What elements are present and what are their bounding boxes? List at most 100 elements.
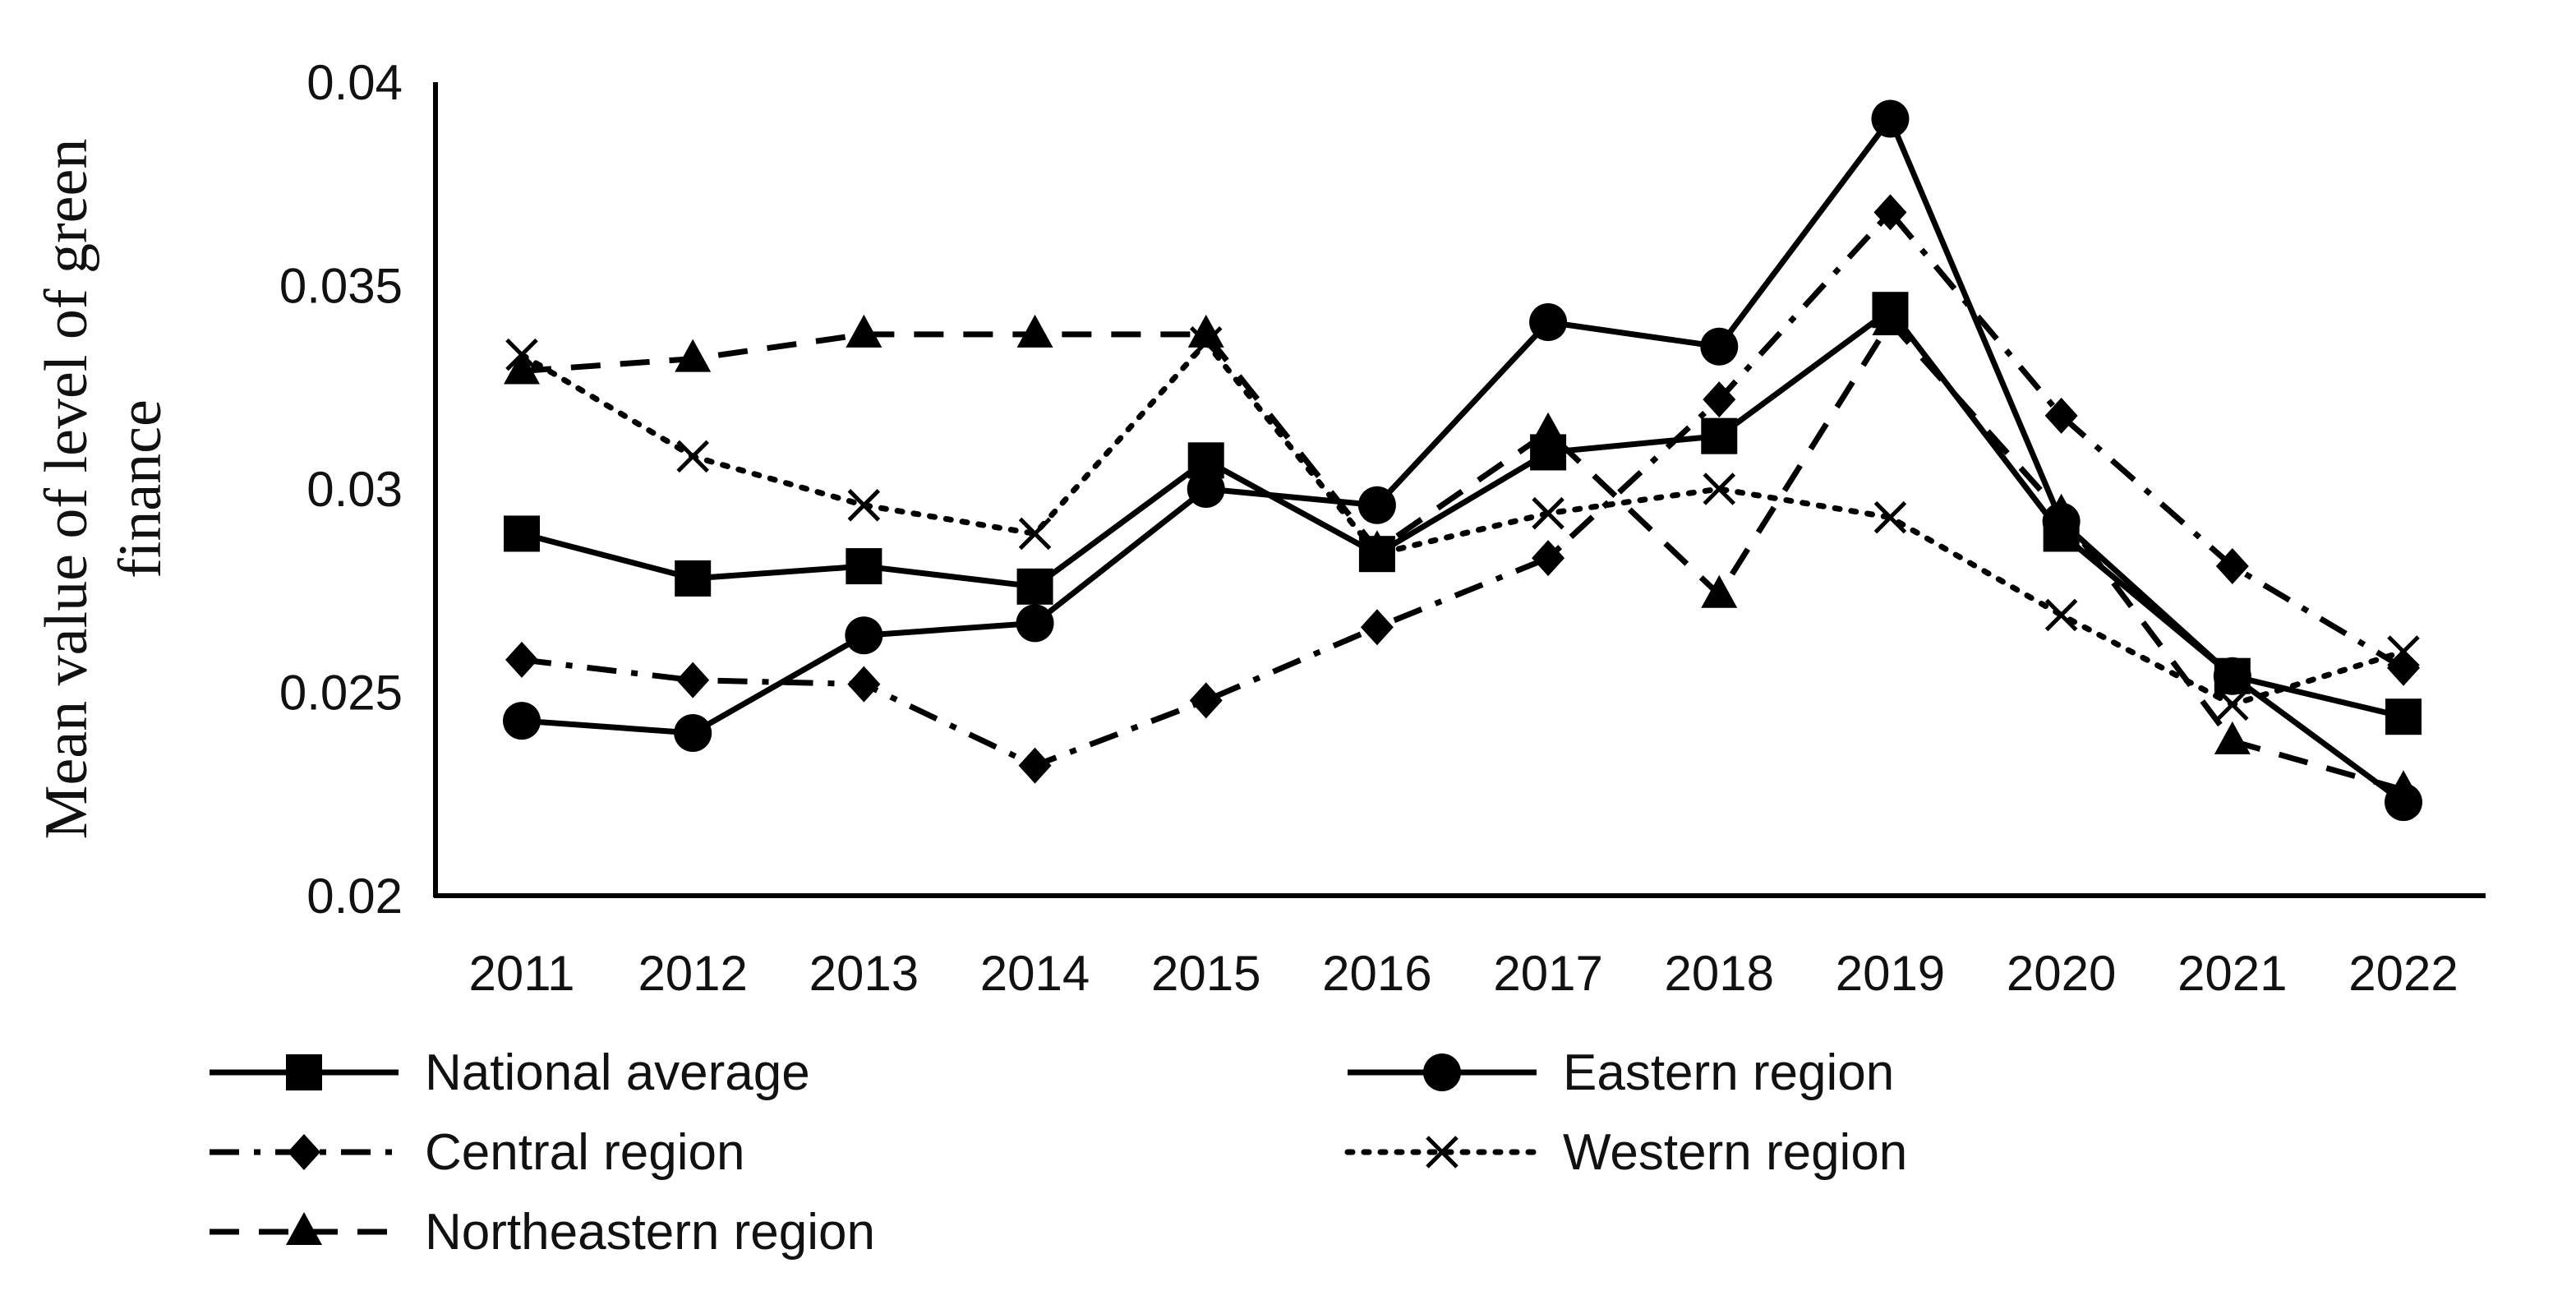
data-point — [2387, 635, 2420, 668]
data-point — [846, 548, 882, 585]
data-point — [503, 702, 541, 740]
data-point — [847, 666, 881, 703]
legend-label: Northeastern region — [425, 1204, 875, 1261]
y-tick-label: 0.025 — [279, 666, 403, 721]
data-point — [2214, 721, 2251, 754]
data-point — [1016, 604, 1054, 643]
data-point — [1357, 486, 1396, 524]
data-point — [2043, 493, 2080, 527]
y-tick-label: 0.03 — [306, 462, 403, 517]
series-line — [521, 116, 2406, 804]
legend-item: Western region — [1344, 1124, 1907, 1181]
data-point — [1701, 574, 1738, 608]
data-point — [1872, 302, 1909, 336]
data-point — [1018, 517, 1052, 551]
series-layer — [503, 99, 2422, 822]
legend-label: Western region — [1563, 1124, 1907, 1181]
series-western-region — [505, 326, 2420, 721]
x-tick-label: 2013 — [809, 946, 919, 1001]
x-tick-labels: 2011 2012 2013 2014 2015 2016 2017 2018 2019 2020… — [468, 946, 2458, 1001]
y-axis-title-line: Mean value of level of green — [33, 139, 100, 840]
y-tick-label: 0.035 — [279, 259, 403, 314]
series-northeastern-region — [504, 302, 2422, 804]
data-point — [1530, 412, 1567, 445]
data-point — [1700, 327, 1739, 366]
data-point — [2385, 698, 2422, 735]
legend-label: Eastern region — [1563, 1044, 1894, 1101]
data-point — [1187, 314, 1224, 348]
data-point — [1529, 303, 1568, 342]
series-line — [521, 319, 2404, 793]
data-point — [1532, 496, 1564, 530]
data-point — [1016, 314, 1053, 348]
x-tick-label: 2020 — [2007, 946, 2116, 1001]
data-point — [845, 616, 883, 655]
legend-item: Eastern region — [1348, 1044, 1894, 1101]
data-point — [1873, 500, 1907, 534]
series-line — [521, 209, 2405, 769]
x-tick-label: 2022 — [2348, 946, 2458, 1001]
data-point — [675, 339, 712, 372]
legend-label: National average — [425, 1044, 810, 1101]
data-point — [1701, 417, 1738, 454]
y-axis-title-line: finance — [107, 399, 174, 579]
y-axis-title: Mean value of level of green finance — [33, 139, 174, 840]
data-point — [2213, 657, 2251, 695]
data-point — [1873, 194, 1907, 231]
data-point — [505, 641, 538, 678]
x-tick-label: 2017 — [1493, 946, 1602, 1001]
data-point — [675, 560, 712, 597]
series-central-region — [505, 194, 2420, 784]
data-point — [1187, 470, 1225, 508]
data-point — [846, 314, 882, 348]
y-tick-label: 0.04 — [306, 55, 403, 110]
data-point — [2216, 688, 2249, 721]
legend-marker — [286, 1054, 322, 1090]
x-tick-label: 2015 — [1151, 946, 1260, 1001]
data-point — [1018, 747, 1052, 784]
data-point — [1703, 381, 1736, 418]
x-tick-label: 2012 — [638, 946, 747, 1001]
data-point — [2215, 548, 2249, 585]
x-tick-label: 2021 — [2177, 946, 2287, 1001]
legend-marker — [1426, 1136, 1459, 1169]
data-point — [2044, 598, 2078, 632]
y-tick-labels: 0.02 0.025 0.03 0.035 0.04 — [279, 55, 403, 924]
legend-item: Northeastern region — [210, 1204, 875, 1261]
y-tick-label: 0.02 — [306, 869, 403, 924]
x-tick-label: 2019 — [1836, 946, 1945, 1001]
data-point — [674, 714, 712, 752]
data-point — [676, 662, 710, 698]
legend-item: National average — [210, 1044, 810, 1101]
data-point — [676, 440, 709, 473]
data-point — [1703, 473, 1736, 505]
data-point — [1016, 568, 1053, 605]
data-point — [1358, 530, 1395, 564]
data-point — [1532, 540, 1565, 577]
data-point — [847, 489, 881, 522]
data-point — [1360, 609, 1394, 646]
x-tick-label: 2018 — [1665, 946, 1774, 1001]
legend-item: Central region — [210, 1124, 744, 1181]
data-point — [504, 351, 540, 385]
x-tick-label: 2011 — [468, 946, 574, 1001]
series-eastern-region — [503, 99, 2422, 822]
series-national-average — [504, 292, 2422, 735]
x-tick-label: 2014 — [980, 946, 1090, 1001]
legend-marker — [288, 1134, 320, 1170]
x-tick-label: 2016 — [1322, 946, 1431, 1001]
data-point — [2385, 770, 2422, 804]
legend-marker — [1423, 1053, 1461, 1091]
data-point — [2044, 397, 2078, 434]
data-point — [1871, 99, 1910, 138]
legend: National average Eastern region Central re… — [210, 1044, 1907, 1261]
legend-label: Central region — [425, 1124, 744, 1181]
legend-marker — [286, 1212, 322, 1245]
data-point — [504, 515, 540, 552]
series-line — [521, 307, 2404, 720]
series-line — [518, 339, 2407, 708]
data-point — [1189, 682, 1223, 719]
axes — [433, 82, 2486, 898]
